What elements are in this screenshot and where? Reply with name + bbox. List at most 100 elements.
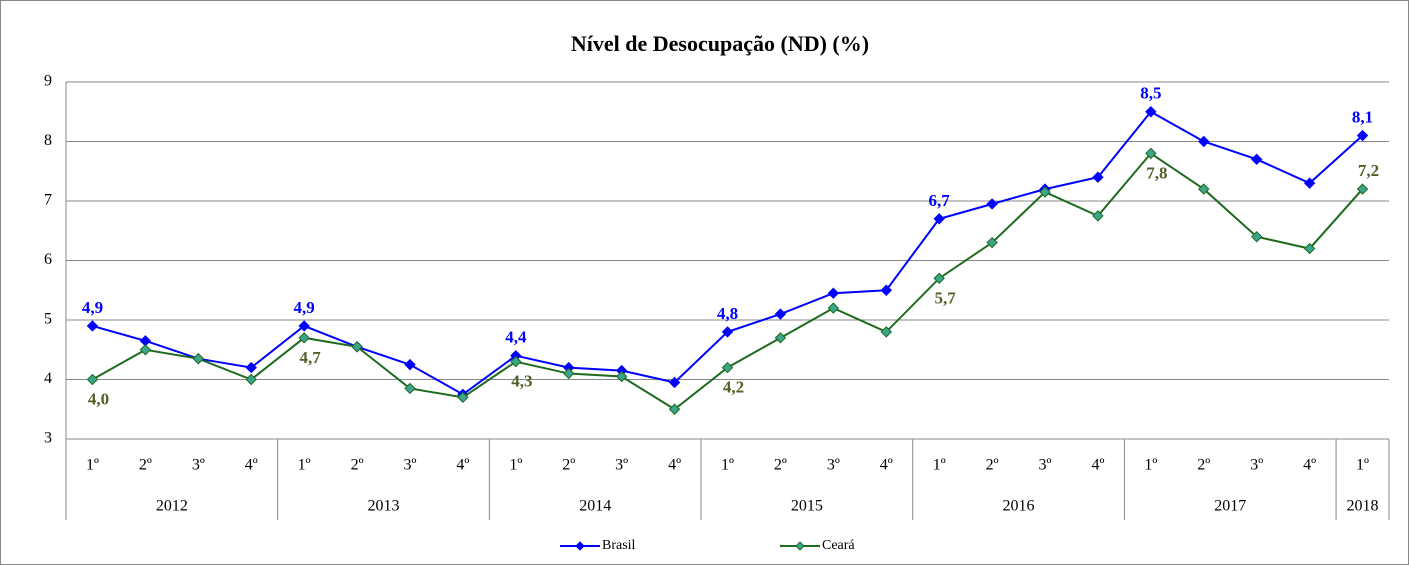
point <box>827 302 840 314</box>
point <box>245 373 257 386</box>
x-tick-label: 2º <box>986 457 999 474</box>
point <box>1356 183 1369 195</box>
x-group-label: 2013 <box>368 498 400 515</box>
point <box>457 391 469 404</box>
x-tick-label: 2º <box>1197 457 1210 474</box>
y-tick-label: 9 <box>44 73 52 90</box>
x-group-label: 2012 <box>156 498 188 515</box>
x-tick-label: 1º <box>933 457 946 474</box>
point <box>668 376 681 389</box>
y-tick-label: 6 <box>44 251 52 268</box>
point <box>721 326 734 338</box>
x-tick-label: 4º <box>456 457 469 474</box>
point <box>933 213 945 225</box>
point <box>298 320 310 332</box>
x-group-label: 2018 <box>1347 498 1379 515</box>
data-label: 8,1 <box>1352 107 1373 126</box>
x-tick-label: 1º <box>86 457 99 474</box>
x-tick-label: 1º <box>298 457 311 474</box>
y-tick-label: 7 <box>44 192 52 209</box>
legend-label: Ceará <box>822 538 855 553</box>
x-tick-label: 3º <box>615 457 628 474</box>
data-label: 4,0 <box>88 389 109 408</box>
legend-marker <box>575 541 585 551</box>
x-group-label: 2014 <box>579 498 611 515</box>
data-label: 6,7 <box>929 191 951 210</box>
x-tick-label: 3º <box>1250 457 1263 474</box>
x-tick-label: 4º <box>245 457 258 474</box>
point <box>192 352 205 365</box>
x-tick-label: 2º <box>139 457 152 474</box>
data-label: 4,9 <box>294 298 315 317</box>
point <box>880 284 892 296</box>
point <box>880 326 892 338</box>
x-tick-label: 1º <box>721 457 734 474</box>
point <box>563 367 575 380</box>
data-label: 5,7 <box>935 288 957 307</box>
x-group-label: 2017 <box>1214 498 1246 515</box>
point <box>1250 153 1263 166</box>
x-tick-label: 3º <box>827 457 840 474</box>
point <box>827 287 840 299</box>
point <box>986 236 998 249</box>
point <box>1303 177 1316 189</box>
data-label: 8,5 <box>1140 84 1161 103</box>
point <box>774 332 787 344</box>
point <box>86 320 99 332</box>
point <box>1303 242 1316 255</box>
point <box>1198 135 1210 148</box>
x-tick-label: 4º <box>1303 457 1316 474</box>
point <box>1092 171 1104 183</box>
point <box>986 198 998 210</box>
data-label: 4,7 <box>300 348 322 367</box>
chart-title: Nível de Desocupação (ND) (%) <box>571 31 869 56</box>
x-tick-label: 4º <box>1091 457 1104 474</box>
x-tick-label: 1º <box>509 457 522 474</box>
legend-marker <box>795 541 805 551</box>
x-tick-label: 3º <box>192 457 205 474</box>
point <box>1356 129 1369 142</box>
point <box>510 355 522 368</box>
x-tick-label: 4º <box>668 457 681 474</box>
data-label: 4,2 <box>723 378 744 397</box>
point <box>351 341 363 353</box>
point <box>86 373 99 386</box>
point <box>1250 230 1263 243</box>
y-tick-label: 4 <box>44 370 52 387</box>
x-group-label: 2016 <box>1003 498 1035 515</box>
point <box>1198 183 1210 195</box>
point <box>298 332 310 344</box>
x-tick-label: 3º <box>1039 457 1052 474</box>
point <box>1145 147 1157 160</box>
data-label: 4,3 <box>511 372 532 391</box>
x-tick-label: 4º <box>880 457 893 474</box>
point <box>139 344 152 356</box>
point <box>404 358 416 371</box>
point <box>668 403 681 415</box>
data-label: 4,8 <box>717 304 738 323</box>
x-tick-label: 2º <box>351 457 364 474</box>
data-label: 4,9 <box>82 298 103 317</box>
point <box>1039 186 1051 198</box>
data-label: 7,8 <box>1146 163 1167 182</box>
y-tick-label: 3 <box>44 430 52 447</box>
point <box>774 308 787 320</box>
point <box>1145 106 1157 118</box>
data-label: 4,4 <box>505 328 527 347</box>
x-tick-label: 3º <box>403 457 416 474</box>
point <box>615 370 628 383</box>
point <box>404 382 416 395</box>
data-label: 7,2 <box>1358 161 1379 180</box>
x-tick-label: 2º <box>774 457 787 474</box>
x-tick-label: 1º <box>1356 457 1369 474</box>
legend-label: Brasil <box>602 538 636 553</box>
y-tick-label: 5 <box>44 311 52 328</box>
point <box>933 272 945 285</box>
point <box>245 361 257 374</box>
x-tick-label: 1º <box>1144 457 1157 474</box>
point <box>721 361 734 374</box>
point <box>1092 210 1104 222</box>
x-tick-label: 2º <box>562 457 575 474</box>
